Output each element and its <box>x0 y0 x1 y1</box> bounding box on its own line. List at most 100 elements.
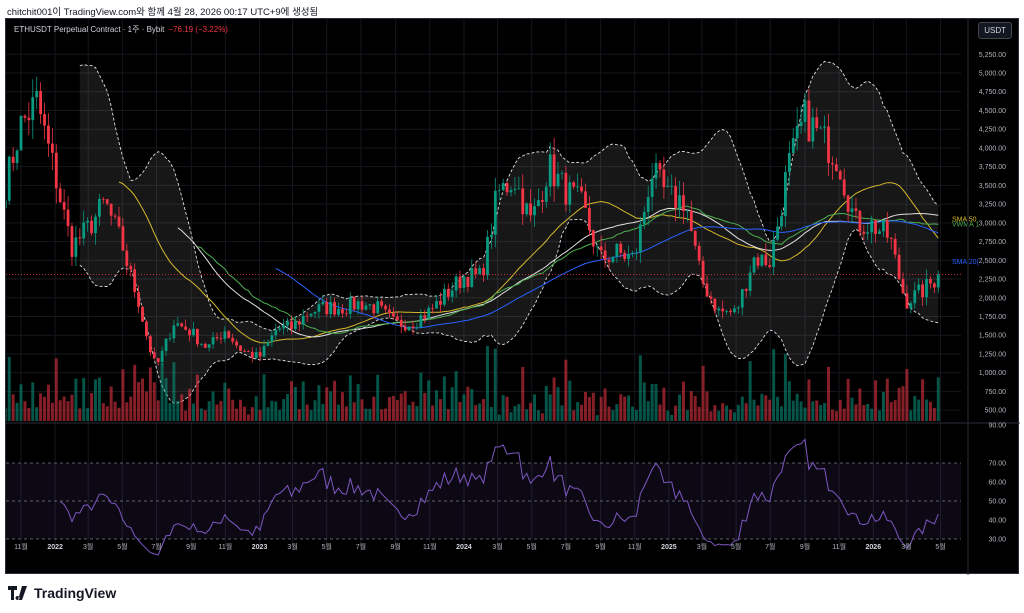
time-tick: 11월 <box>832 542 846 551</box>
candle-body <box>435 301 438 309</box>
time-tick: 11월 <box>423 542 437 551</box>
time-tick: 3월 <box>287 542 297 551</box>
price-tick: 2,750.00 <box>979 239 1006 246</box>
volume-bar <box>168 403 172 421</box>
volume-bar <box>732 412 736 421</box>
candle-body <box>43 114 46 126</box>
volume-bar <box>266 407 270 421</box>
volume-bar <box>764 395 768 421</box>
candle-body <box>603 250 607 260</box>
candle-body <box>905 293 909 309</box>
volume-bar <box>227 388 231 421</box>
volume-bar <box>199 408 203 421</box>
volume-bar <box>274 401 278 421</box>
candle-body <box>427 308 431 319</box>
volume-bar <box>772 349 776 421</box>
time-tick: 3월 <box>492 542 502 551</box>
candle-body <box>258 352 262 357</box>
candle-body <box>317 304 321 312</box>
price-change: −76.19 (−3.22%) <box>168 25 228 34</box>
volume-bar <box>580 404 584 421</box>
time-tick: 2022 <box>47 544 63 551</box>
candle-body <box>380 301 384 306</box>
candle-body <box>505 183 509 193</box>
legend-sma200: SMA 20( <box>952 259 980 266</box>
symbol-title[interactable]: ETHUSDT Perpetual Contract · 1주 · Bybit <box>14 25 165 34</box>
candle-body <box>388 309 391 314</box>
volume-bar <box>15 402 19 421</box>
volume-bar <box>278 410 282 421</box>
volume-bar <box>46 384 50 421</box>
volume-bar <box>289 381 293 421</box>
volume-bar <box>58 400 62 421</box>
volume-bar <box>105 406 109 421</box>
volume-bar <box>489 407 493 421</box>
volume-bar <box>160 362 164 421</box>
candle-body <box>450 290 454 297</box>
price-tick: 3,250.00 <box>979 202 1006 209</box>
candle-body <box>572 182 576 187</box>
candle-body <box>807 100 811 142</box>
volume-bar <box>638 355 642 421</box>
volume-bar <box>137 382 141 421</box>
candle-body <box>141 306 144 322</box>
candle-body <box>235 341 238 346</box>
volume-bar <box>19 384 23 421</box>
volume-bar <box>823 402 827 421</box>
tradingview-logo[interactable]: TradingView <box>8 585 116 601</box>
volume-bar <box>344 406 348 421</box>
volume-bar <box>203 410 207 421</box>
candle-body <box>246 351 250 352</box>
candle-body <box>842 179 846 196</box>
candle-body <box>403 326 407 331</box>
volume-bar <box>329 391 333 421</box>
time-tick: 9월 <box>595 542 605 551</box>
volume-bar <box>556 387 560 421</box>
candle-body <box>470 268 474 287</box>
candle-body <box>39 90 42 115</box>
volume-bar <box>709 411 713 421</box>
volume-bar <box>658 404 662 421</box>
volume-bar <box>842 408 846 421</box>
candle-body <box>454 276 458 291</box>
candle-body <box>584 191 587 208</box>
candle-body <box>548 154 552 187</box>
candle-body <box>207 344 211 348</box>
candle-body <box>211 337 215 345</box>
candle-body <box>795 125 799 139</box>
volume-bar <box>246 414 250 421</box>
volume-bar <box>783 353 787 421</box>
volume-bar <box>662 387 666 421</box>
volume-bar <box>258 409 262 421</box>
candle-body <box>227 331 231 338</box>
volume-bar <box>536 410 540 421</box>
candle-body <box>901 279 905 294</box>
currency-button[interactable]: USDT <box>978 22 1012 39</box>
candle-body <box>615 243 619 257</box>
volume-bar <box>172 362 176 421</box>
candle-body <box>631 252 634 255</box>
candle-body <box>917 284 921 291</box>
volume-bar <box>756 405 760 421</box>
candle-body <box>689 210 693 231</box>
chart-panel[interactable]: SMA 50 VWMA 1 SMA 20(5,250.00 5,000.00 4,750… <box>5 18 1020 575</box>
candle-body <box>725 310 728 312</box>
brand-name: TradingView <box>34 585 117 601</box>
price-tick: 4,750.00 <box>979 89 1006 96</box>
legend-vwma: VWMA 1 <box>952 222 979 229</box>
volume-bar <box>309 410 313 421</box>
time-tick: 2026 <box>866 544 882 551</box>
volume-bar <box>70 394 74 421</box>
time-tick: 11월 <box>628 542 642 551</box>
candle-body <box>544 186 548 202</box>
candle-body <box>15 150 19 164</box>
candle-body <box>19 115 23 151</box>
volume-bar <box>215 404 219 421</box>
volume-bar <box>685 410 689 421</box>
candle-body <box>294 321 297 329</box>
candle-body <box>599 246 603 251</box>
time-tick: 5월 <box>322 542 332 551</box>
candle-body <box>740 289 744 308</box>
volume-bar <box>462 394 466 421</box>
